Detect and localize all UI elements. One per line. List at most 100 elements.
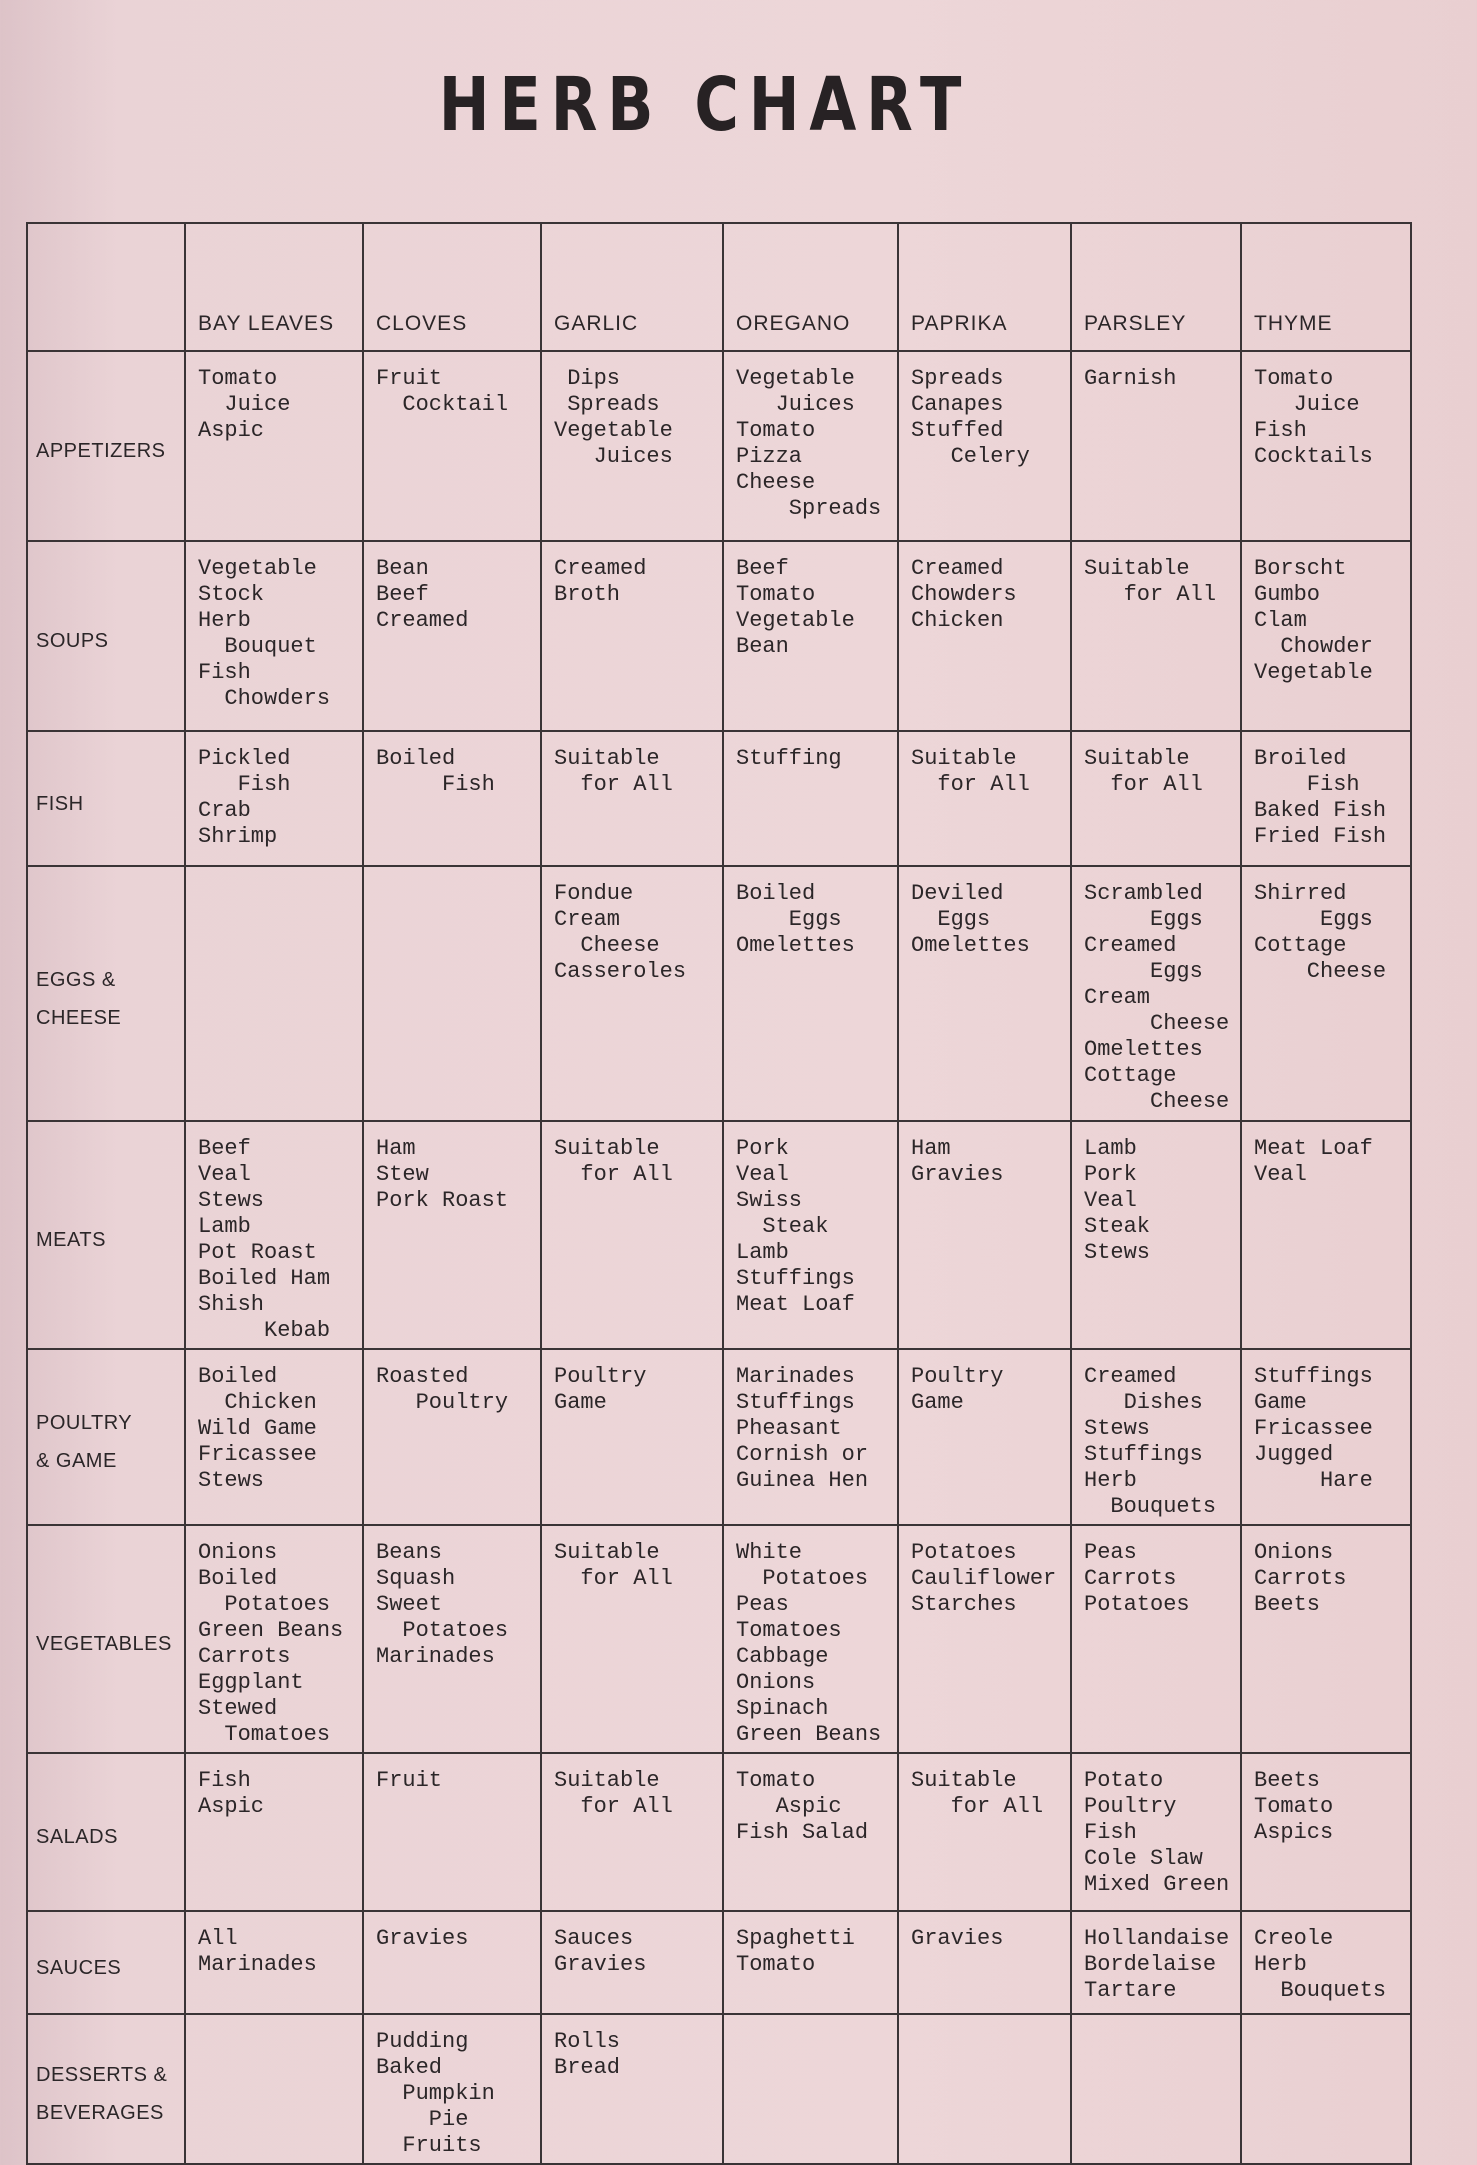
cell-line: Pot Roast — [198, 1240, 317, 1265]
row-header-line: SAUCES — [36, 1956, 122, 1979]
cell-line: Rolls — [554, 2029, 621, 2054]
table-cell: Deviled Eggs Omelettes — [897, 865, 1072, 1122]
cell-line: Lamb — [198, 1214, 251, 1239]
table-cell: Poultry Game — [540, 1348, 724, 1526]
cell-line: Juice — [1254, 392, 1360, 417]
cell-line: Pie — [376, 2107, 469, 2132]
table-cell: Roasted Poultry — [362, 1348, 542, 1526]
cell-text: Spaghetti Tomato — [736, 1926, 889, 1978]
row-header-line: VEGETABLES — [36, 1633, 172, 1655]
cell-line: Creamed — [911, 556, 1004, 581]
cell-line: Tomato — [736, 1768, 816, 1793]
cell-line: Stuffings — [736, 1390, 855, 1415]
cell-line: Swiss — [736, 1188, 803, 1213]
cell-text: Suitable for All — [554, 1136, 714, 1188]
cell-text: Broiled Fish Baked Fish Fried Fish — [1254, 746, 1402, 850]
cell-line: Cauliflower — [911, 1566, 1057, 1591]
cell-text: Tomato Juice Fish Cocktails — [1254, 366, 1402, 470]
cell-text: Dips Spreads Vegetable Juices — [554, 366, 714, 470]
cell-line: Gravies — [376, 1926, 469, 1951]
cell-line: Beef — [376, 582, 429, 607]
table-row: APPETIZERS Tomato Juice Aspic Fruit Cocktai… — [26, 350, 1412, 542]
cell-line: Suitable — [554, 1540, 660, 1565]
cell-text: Fruit Cocktail — [376, 366, 532, 418]
table-cell: Suitable for All — [540, 1524, 724, 1754]
cell-line: Shish — [198, 1292, 265, 1317]
cell-line: Vegetable — [736, 366, 855, 391]
column-header: OREGANO — [722, 222, 899, 352]
table-cell: Marinades Stuffings Pheasant Cornish or Guin… — [722, 1348, 899, 1526]
cell-line: Chowder — [1254, 634, 1373, 659]
cell-text: Creamed Chowders Chicken — [911, 556, 1062, 634]
cell-line: Pheasant — [736, 1416, 842, 1441]
cell-line: Boiled — [198, 1566, 278, 1591]
cell-line: Vegetable — [736, 608, 855, 633]
cell-line: Fish — [198, 660, 251, 685]
cell-line: Suitable — [554, 1768, 660, 1793]
cell-text: Fish Aspic — [198, 1768, 354, 1820]
cell-line: Fish — [1254, 418, 1307, 443]
cell-line: Cocktail — [376, 392, 509, 417]
cell-line: Chicken — [911, 608, 1004, 633]
cell-text: Hollandaise Bordelaise Tartare — [1084, 1926, 1232, 2004]
cell-line: Fruit — [376, 1768, 443, 1793]
cell-line: Poultry — [376, 1390, 509, 1415]
table-cell: Scrambled Eggs Creamed Eggs Cream Cheese Om… — [1070, 865, 1242, 1122]
cell-line: Stew — [376, 1162, 429, 1187]
cell-line: White — [736, 1540, 803, 1565]
cell-text: Tomato Aspic Fish Salad — [736, 1768, 889, 1846]
cell-line: Green Beans — [736, 1722, 882, 1747]
cell-line: Eggs — [1084, 959, 1203, 984]
header-row: BAY LEAVES CLOVES GARLIC OREGANO PAPRIKA… — [26, 222, 1412, 352]
cell-line: Carrots — [1084, 1566, 1177, 1591]
cell-line: for All — [554, 1566, 673, 1591]
cell-line: Steak — [1084, 1214, 1151, 1239]
table-row: SOUPS Vegetable Stock Herb Bouquet Fish Chow… — [26, 540, 1412, 732]
herb-chart-table: BAY LEAVES CLOVES GARLIC OREGANO PAPRIKA… — [26, 222, 1412, 2165]
cell-line: Fried Fish — [1254, 824, 1387, 849]
cell-text: Gravies — [911, 1926, 1062, 1952]
cell-line: Cheese — [736, 470, 816, 495]
row-header-line: EGGS & — [36, 968, 116, 991]
cell-text: Pudding Baked Pumpkin Pie Fruits — [376, 2029, 532, 2159]
table-cell: Tomato Juice Aspic — [184, 350, 364, 542]
cell-line: for All — [554, 1162, 673, 1187]
cell-line: Cornish or — [736, 1442, 869, 1467]
cell-line: Tomatoes — [736, 1618, 842, 1643]
table-cell: Borscht Gumbo Clam Chowder Vegetable — [1240, 540, 1412, 732]
cell-line: Vegetable — [198, 556, 317, 581]
table-body: APPETIZERS Tomato Juice Aspic Fruit Cocktai… — [26, 350, 1412, 2165]
cell-line: Bouquets — [1254, 1978, 1387, 2003]
cell-line: Sauces — [554, 1926, 634, 1951]
table-cell: Tomato Juice Fish Cocktails — [1240, 350, 1412, 542]
cell-text: Gravies — [376, 1926, 532, 1952]
row-header: VEGETABLES — [26, 1524, 186, 1754]
table-cell — [722, 2013, 899, 2165]
cell-line: Baked — [376, 2055, 443, 2080]
cell-line: Broiled — [1254, 746, 1347, 771]
cell-line: Tomato — [736, 1952, 816, 1977]
cell-line: Tomato — [198, 366, 278, 391]
cell-line: Poultry — [554, 1364, 647, 1389]
cell-line: Creamed — [554, 556, 647, 581]
cell-line: Suitable — [911, 1768, 1017, 1793]
cell-text: Creole Herb Bouquets — [1254, 1926, 1402, 2004]
row-header: FISH — [26, 730, 186, 867]
table-cell: Beef Veal Stews Lamb Pot Roast Boiled Ham Shis… — [184, 1120, 364, 1350]
table-row: DESSERTS & BEVERAGES Pudding Baked Pumpkin … — [26, 2013, 1412, 2165]
row-header-line: BEVERAGES — [36, 2102, 164, 2124]
cell-line: Shirred — [1254, 881, 1347, 906]
cell-line: Creamed — [1084, 1364, 1177, 1389]
cell-line: Pork Roast — [376, 1188, 509, 1213]
column-header: BAY LEAVES — [184, 222, 364, 352]
table-row: VEGETABLES Onions Boiled Potatoes Green Bea… — [26, 1524, 1412, 1754]
cell-line: Broth — [554, 582, 621, 607]
cell-line: Tomatoes — [198, 1722, 331, 1747]
cell-line: Herb — [1254, 1952, 1307, 1977]
cell-line: for All — [911, 772, 1030, 797]
cell-text: Shirred Eggs Cottage Cheese — [1254, 881, 1402, 985]
table-cell: Fruit — [362, 1752, 542, 1912]
cell-line: Stock — [198, 582, 265, 607]
table-cell: Garnish — [1070, 350, 1242, 542]
table-cell — [184, 2013, 364, 2165]
